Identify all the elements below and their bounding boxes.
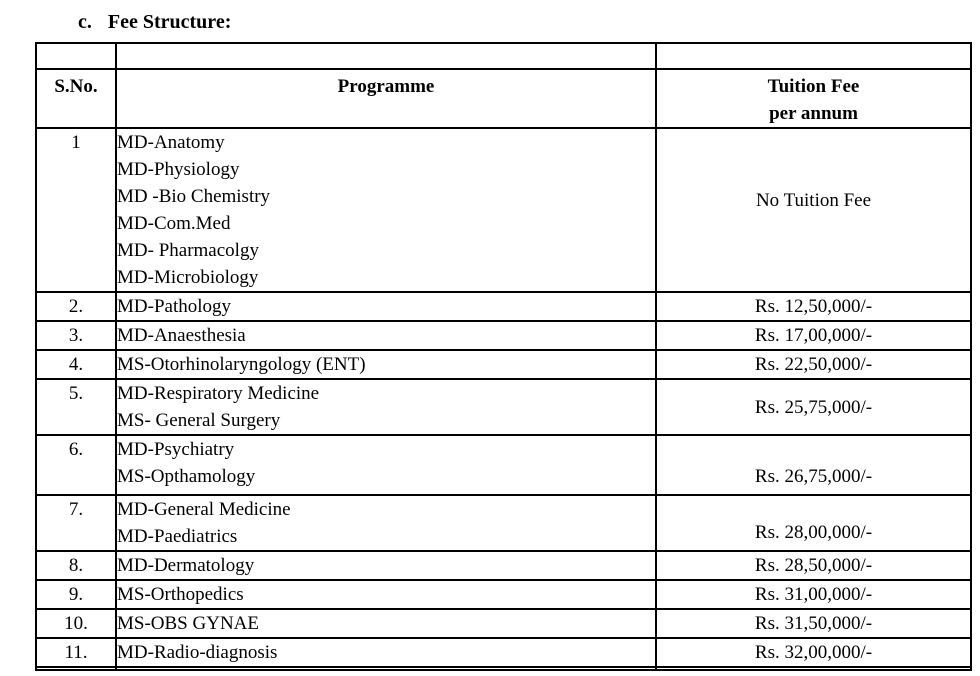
sno-cell: 9.: [35, 579, 117, 610]
fee-structure-table: S.No. Programme Tuition Fee per annum 1 …: [35, 42, 972, 671]
table-row: 9. MS-Orthopedics Rs. 31,00,000/-: [35, 579, 972, 610]
programme-cell: MD-Respiratory Medicine MS- General Surge…: [115, 378, 657, 436]
partial-cell: [35, 666, 117, 671]
fee-cell: Rs. 12,50,000/-: [655, 291, 972, 322]
header-fee-line1: Tuition Fee: [767, 76, 860, 97]
programme-line: MD-Dermatology: [117, 555, 255, 576]
programme-line: MD-Psychiatry: [117, 439, 235, 460]
programme-line: MD-Anaesthesia: [117, 325, 246, 346]
sno-cell: 6.: [35, 434, 117, 496]
table-row: 6. MD-Psychiatry MS-Opthamology Rs. 26,75…: [35, 434, 972, 496]
section-marker: c.: [78, 11, 92, 33]
programme-cell: MD-Pathology: [115, 291, 657, 322]
fee-table-body: 1 MD-Anatomy MD-Physiology MD -Bio Chemist…: [35, 127, 972, 671]
sno-cell: 1: [35, 127, 117, 293]
partial-bottom-row: [35, 666, 972, 671]
table-row: 11. MD-Radio-diagnosis Rs. 32,00,000/-: [35, 637, 972, 668]
table-row: 4. MS-Otorhinolaryngology (ENT) Rs. 22,5…: [35, 349, 972, 380]
programme-cell: MD-Radio-diagnosis: [115, 637, 657, 668]
sno-cell: 8.: [35, 550, 117, 581]
programme-cell: MD-Psychiatry MS-Opthamology: [115, 434, 657, 496]
programme-line: MS-Orthopedics: [117, 584, 244, 605]
empty-top-row: [35, 42, 972, 70]
partial-cell: [115, 666, 657, 671]
fee-cell: Rs. 17,00,000/-: [655, 320, 972, 351]
header-fee-line2: per annum: [769, 103, 858, 124]
fee-cell: Rs. 28,00,000/-: [655, 494, 972, 552]
fee-cell: Rs. 22,50,000/-: [655, 349, 972, 380]
programme-line: MD -Bio Chemistry: [117, 186, 271, 207]
header-programme: Programme: [115, 68, 657, 129]
sno-cell: 7.: [35, 494, 117, 552]
programme-line: MD-Paediatrics: [117, 526, 238, 547]
programme-cell: MD-General Medicine MD-Paediatrics: [115, 494, 657, 552]
sno-cell: 2.: [35, 291, 117, 322]
header-sno: S.No.: [35, 68, 117, 129]
sno-cell: 10.: [35, 608, 117, 639]
programme-line: MD-General Medicine: [117, 499, 291, 520]
programme-cell: MS-Otorhinolaryngology (ENT): [115, 349, 657, 380]
fee-cell: Rs. 32,00,000/-: [655, 637, 972, 668]
empty-cell-programme: [115, 42, 657, 70]
programme-cell: MD-Anaesthesia: [115, 320, 657, 351]
programme-line: MD-Anatomy: [117, 132, 225, 153]
programme-line: MD-Physiology: [117, 159, 240, 180]
programme-line: MD- Pharmacolgy: [117, 240, 259, 261]
fee-cell: Rs. 28,50,000/-: [655, 550, 972, 581]
fee-cell: Rs. 26,75,000/-: [655, 434, 972, 496]
sno-cell: 4.: [35, 349, 117, 380]
programme-line: MS-Opthamology: [117, 466, 256, 487]
programme-line: MD-Com.Med: [117, 213, 231, 234]
programme-line: MD-Respiratory Medicine: [117, 383, 320, 404]
partial-cell: [655, 666, 972, 671]
table-row: 8. MD-Dermatology Rs. 28,50,000/-: [35, 550, 972, 581]
table-row: 2. MD-Pathology Rs. 12,50,000/-: [35, 291, 972, 322]
sno-cell: 5.: [35, 378, 117, 436]
programme-line: MD-Radio-diagnosis: [117, 642, 278, 663]
header-row: S.No. Programme Tuition Fee per annum: [35, 68, 972, 129]
empty-cell-fee: [655, 42, 972, 70]
programme-cell: MD-Anatomy MD-Physiology MD -Bio Chemistry…: [115, 127, 657, 293]
fee-cell: Rs. 31,50,000/-: [655, 608, 972, 639]
section-title-text: Fee Structure:: [107, 11, 232, 33]
sno-cell: 3.: [35, 320, 117, 351]
table-row: 7. MD-General Medicine MD-Paediatrics Rs.…: [35, 494, 972, 552]
programme-cell: MS-OBS GYNAE: [115, 608, 657, 639]
fee-cell: Rs. 25,75,000/-: [655, 378, 972, 436]
fee-cell: No Tuition Fee: [655, 127, 972, 293]
programme-line: MD-Microbiology: [117, 267, 259, 288]
table-row: 3. MD-Anaesthesia Rs. 17,00,000/-: [35, 320, 972, 351]
programme-line: MS-Otorhinolaryngology (ENT): [117, 354, 366, 375]
programme-line: MD-Pathology: [117, 296, 231, 317]
table-row: 10. MS-OBS GYNAE Rs. 31,50,000/-: [35, 608, 972, 639]
fee-cell: Rs. 31,00,000/-: [655, 579, 972, 610]
table-row: 1 MD-Anatomy MD-Physiology MD -Bio Chemist…: [35, 127, 972, 293]
programme-cell: MS-Orthopedics: [115, 579, 657, 610]
programme-line: MS- General Surgery: [117, 410, 281, 431]
programme-line: MS-OBS GYNAE: [117, 613, 259, 634]
sno-cell: 11.: [35, 637, 117, 668]
section-title: c. Fee Structure:: [78, 10, 231, 34]
empty-cell-sno: [35, 42, 117, 70]
table-row: 5. MD-Respiratory Medicine MS- General Su…: [35, 378, 972, 436]
programme-cell: MD-Dermatology: [115, 550, 657, 581]
header-fee: Tuition Fee per annum: [655, 68, 972, 129]
